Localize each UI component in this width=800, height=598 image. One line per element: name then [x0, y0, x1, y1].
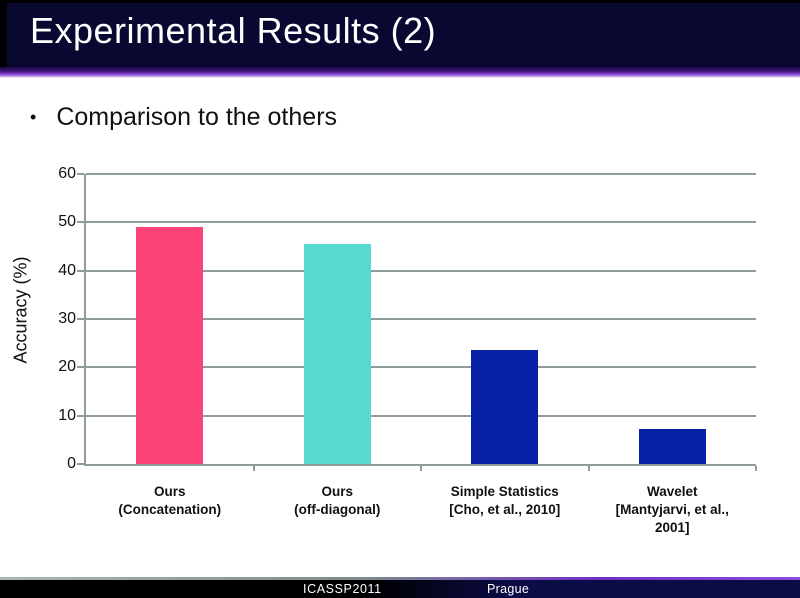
x-axis-line [84, 464, 756, 466]
x-category-label-line: Ours [321, 484, 353, 499]
y-tick-label: 10 [58, 406, 76, 424]
y-tick-mark [77, 173, 84, 175]
chart-bar [303, 244, 371, 464]
gridline [86, 269, 756, 272]
slide-header: Experimental Results (2) [0, 0, 800, 67]
y-tick-mark [77, 221, 84, 224]
y-tick-mark [77, 318, 84, 320]
x-tick-mark [420, 466, 422, 471]
y-tick-label: 60 [58, 165, 76, 182]
y-tick-mark [77, 414, 84, 417]
x-category-label-line: (Concatenation) [118, 502, 222, 518]
footer-location: Prague [487, 582, 530, 596]
y-tick-label: 0 [67, 455, 76, 472]
y-tick-mark [77, 366, 84, 369]
gridline [86, 414, 756, 417]
x-category-label: Simple Statistics [Cho, et al., 2010] [415, 483, 595, 519]
gridline [86, 221, 756, 224]
x-category-label-line: Ours [153, 484, 186, 499]
x-category-label-line: Wavelet [646, 484, 698, 499]
x-category-label-line: [Mantyjarvi, et al., [615, 502, 729, 518]
footer-divider [0, 577, 800, 580]
chart-bar [471, 350, 539, 464]
x-category-label-line: (off-diagonal) [294, 502, 381, 518]
chart-bar [638, 429, 706, 464]
y-tick-label: 30 [58, 310, 76, 327]
x-tick-mark [587, 466, 590, 471]
x-category-label: Ours (off-diagonal) [247, 483, 427, 519]
slide-footer: ICASSP2011 Prague [0, 580, 800, 598]
slide-title: Experimental Results (2) [30, 10, 437, 51]
x-category-label: Wavelet [Mantyjarvi, et al., 2001] [582, 483, 762, 538]
y-axis-line [84, 174, 86, 466]
x-category-label: Ours (Concatenation) [80, 483, 260, 519]
x-tick-mark [755, 466, 757, 471]
y-tick-label: 40 [58, 261, 76, 279]
x-category-label-line: [Cho, et al., 2010] [449, 502, 561, 518]
y-tick-label: 50 [58, 213, 76, 231]
gridline [86, 366, 756, 369]
chart-plot-area [86, 173, 756, 464]
gridline [86, 318, 756, 320]
x-tick-mark [252, 466, 255, 471]
x-category-label-line: Simple Statistics [450, 484, 559, 499]
bullet-text: Comparison to the others [56, 103, 338, 131]
y-tick-mark [77, 463, 84, 465]
header-gradient-divider [0, 67, 800, 78]
chart-bar [136, 227, 204, 464]
y-tick-label: 20 [58, 358, 76, 376]
bullet-item: • Comparison to the others [30, 100, 337, 134]
y-tick-mark [77, 269, 84, 272]
gridline [86, 173, 756, 175]
bullet-dot: • [30, 107, 37, 127]
footer-conference: ICASSP2011 [303, 582, 382, 596]
y-axis-title: Accuracy (%) [10, 256, 31, 364]
x-category-label-line: 2001] [654, 520, 690, 536]
